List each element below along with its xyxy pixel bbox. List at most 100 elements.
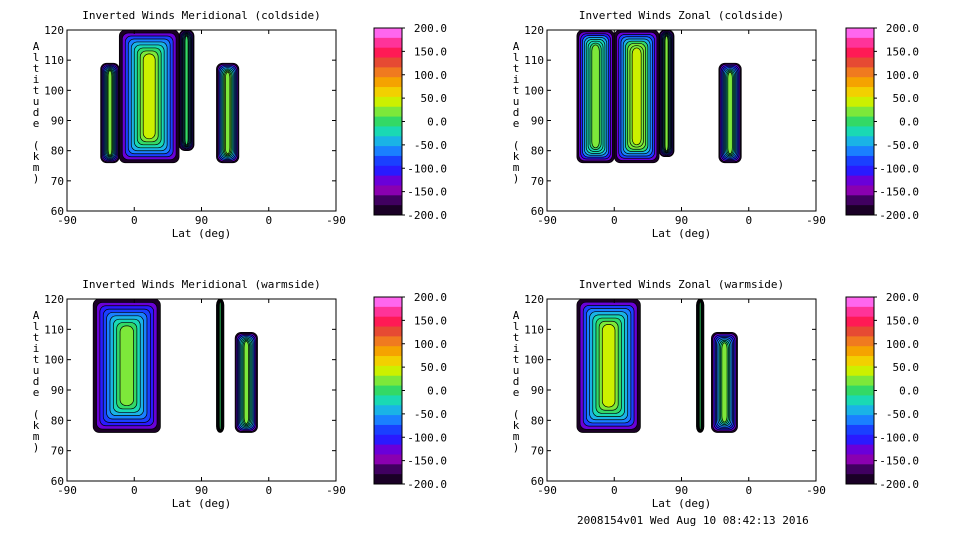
x-tick-label: 0 bbox=[611, 214, 618, 227]
colorbar-swatch bbox=[846, 306, 874, 318]
y-tick-label: 100 bbox=[524, 84, 544, 97]
colorbar-swatch bbox=[846, 146, 874, 157]
y-tick-label: 110 bbox=[44, 323, 64, 336]
colorbar-swatch bbox=[846, 474, 874, 485]
colorbar-swatch bbox=[846, 205, 874, 216]
y-tick-label: 60 bbox=[51, 205, 64, 218]
colorbar-swatch bbox=[374, 454, 402, 465]
colorbar-swatch bbox=[846, 57, 874, 68]
y-tick-label: 60 bbox=[51, 475, 64, 488]
y-tick-label: 60 bbox=[531, 205, 544, 218]
colorbar-tick-label: 0.0 bbox=[427, 116, 447, 129]
colorbar-swatch bbox=[374, 57, 402, 68]
colorbar-swatch bbox=[374, 424, 402, 436]
colorbar-swatch bbox=[846, 47, 874, 59]
colorbar-swatch bbox=[374, 28, 402, 39]
y-tick-label: 80 bbox=[531, 414, 544, 427]
colorbar-swatch bbox=[846, 106, 874, 118]
y-tick-label: 100 bbox=[44, 84, 64, 97]
colorbar-swatch bbox=[846, 96, 874, 108]
colorbar-swatch bbox=[846, 136, 874, 147]
colorbar-tick-label: -50.0 bbox=[414, 139, 447, 152]
contour-group bbox=[92, 299, 258, 433]
colorbar-swatch bbox=[374, 77, 402, 88]
chart-title: Inverted Winds Meridional (coldside) bbox=[82, 9, 320, 22]
colorbar-tick-label: 200.0 bbox=[886, 291, 919, 304]
colorbar-swatch bbox=[846, 336, 874, 347]
footer-timestamp: 2008154v01 Wed Aug 10 08:42:13 2016 bbox=[577, 514, 809, 527]
colorbar-swatch bbox=[374, 444, 402, 455]
colorbar-swatch bbox=[846, 356, 874, 367]
colorbar-swatch bbox=[374, 405, 402, 416]
contour-level bbox=[142, 53, 156, 140]
y-tick-label: 100 bbox=[44, 354, 64, 367]
chart-panel-zonal-warm: Inverted Winds Zonal (warmside) -90 0 90 0 -9… bbox=[513, 278, 919, 510]
y-tick-label: 90 bbox=[531, 384, 544, 397]
colorbar-tick-label: 100.0 bbox=[886, 338, 919, 351]
x-tick-label: 90 bbox=[195, 484, 208, 497]
y-tick-label: 70 bbox=[531, 175, 544, 188]
colorbar-tick-label: 50.0 bbox=[893, 361, 920, 374]
colorbar-tick-label: -200.0 bbox=[879, 209, 919, 222]
colorbar-tick-label: -150.0 bbox=[879, 455, 919, 468]
colorbar-tick-label: 0.0 bbox=[899, 116, 919, 129]
colorbar-swatch bbox=[846, 116, 874, 127]
contour-level bbox=[184, 35, 189, 146]
colorbar-swatch bbox=[374, 87, 402, 98]
colorbar: 200.0 150.0 100.0 50.0 0.0 -50.0 -100.0 -150.0 -… bbox=[373, 22, 447, 222]
colorbar-swatch bbox=[846, 405, 874, 416]
colorbar-swatch bbox=[374, 356, 402, 367]
colorbar-swatch bbox=[846, 195, 874, 206]
colorbar-swatch bbox=[374, 146, 402, 157]
colorbar-swatch bbox=[846, 165, 874, 177]
colorbar-tick-label: 50.0 bbox=[893, 92, 920, 105]
colorbar-tick-label: -50.0 bbox=[886, 139, 919, 152]
colorbar-swatch bbox=[374, 126, 402, 137]
contour-level bbox=[107, 70, 113, 156]
colorbar-tick-label: -200.0 bbox=[407, 209, 447, 222]
colorbar-tick-label: -50.0 bbox=[414, 408, 447, 421]
colorbar-swatch bbox=[374, 106, 402, 118]
colorbar-swatch bbox=[374, 336, 402, 347]
x-tick-label: -90 bbox=[806, 214, 826, 227]
x-tick-label: -90 bbox=[57, 484, 77, 497]
colorbar-swatch bbox=[374, 415, 402, 426]
colorbar-swatch bbox=[846, 185, 874, 196]
colorbar-swatch bbox=[374, 155, 402, 167]
colorbar-tick-label: 200.0 bbox=[886, 22, 919, 35]
colorbar-swatch bbox=[374, 434, 402, 446]
y-tick-label: 110 bbox=[524, 323, 544, 336]
contour-level bbox=[225, 71, 231, 155]
x-axis-label: Lat (deg) bbox=[652, 227, 712, 240]
colorbar-swatch bbox=[374, 326, 402, 337]
colorbar-swatch bbox=[374, 474, 402, 485]
x-tick-label: 0 bbox=[265, 484, 272, 497]
x-tick-label: 0 bbox=[611, 484, 618, 497]
x-tick-label: 90 bbox=[675, 214, 688, 227]
colorbar-tick-label: -200.0 bbox=[407, 478, 447, 491]
colorbar-swatch bbox=[846, 297, 874, 308]
colorbar-swatch bbox=[374, 116, 402, 127]
chart-title: Inverted Winds Zonal (warmside) bbox=[579, 278, 784, 291]
y-tick-label: 60 bbox=[531, 475, 544, 488]
y-tick-label: 90 bbox=[531, 115, 544, 128]
colorbar-swatch bbox=[374, 346, 402, 357]
colorbar-tick-label: 100.0 bbox=[886, 69, 919, 82]
x-tick-label: 0 bbox=[745, 214, 752, 227]
colorbar-tick-label: 50.0 bbox=[421, 361, 448, 374]
colorbar-tick-label: -100.0 bbox=[407, 162, 447, 175]
colorbar-swatch bbox=[846, 326, 874, 337]
colorbar-swatch bbox=[846, 375, 874, 387]
colorbar-tick-label: -150.0 bbox=[879, 186, 919, 199]
colorbar-tick-label: -150.0 bbox=[407, 455, 447, 468]
colorbar-swatch bbox=[846, 415, 874, 426]
colorbar: 200.0 150.0 100.0 50.0 0.0 -50.0 -100.0 -150.0 -… bbox=[845, 22, 920, 222]
colorbar-swatch bbox=[374, 205, 402, 216]
contour-level bbox=[591, 44, 600, 149]
colorbar-tick-label: 200.0 bbox=[414, 291, 447, 304]
contour-level bbox=[727, 71, 733, 155]
y-tick-label: 70 bbox=[51, 175, 64, 188]
